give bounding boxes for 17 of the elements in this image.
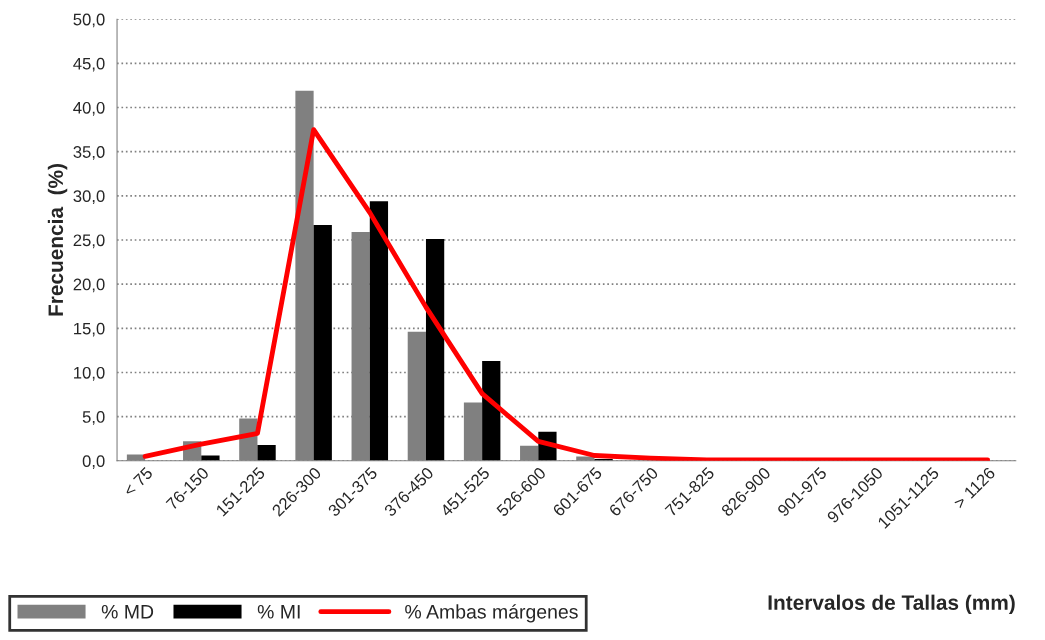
legend-label: % MI: [257, 604, 300, 619]
y-tick-label: 45,0: [73, 57, 105, 72]
y-tick-label: 15,0: [74, 322, 105, 337]
y-tick-label: 25,0: [73, 234, 105, 249]
legend-label: % Ambas márgenes: [405, 604, 578, 623]
x-axis-title: Intervalos de Tallas (mm): [768, 594, 1015, 615]
y-tick-label: 0,0: [82, 455, 105, 469]
y-tick-label: 30,0: [73, 190, 105, 205]
y-tick-label: 20,0: [73, 278, 105, 293]
y-tick-label: 5,0: [82, 411, 105, 425]
y-axis-title: Frecuencia (%): [47, 164, 68, 316]
y-tick-label: 40,0: [73, 101, 105, 116]
legend-label: % MD: [101, 604, 154, 619]
y-tick-label: 35,0: [73, 146, 105, 160]
y-tick-label: 50,0: [73, 13, 105, 28]
y-tick-label: 10,0: [74, 366, 105, 381]
x-tick-label: < 75: [122, 466, 154, 497]
